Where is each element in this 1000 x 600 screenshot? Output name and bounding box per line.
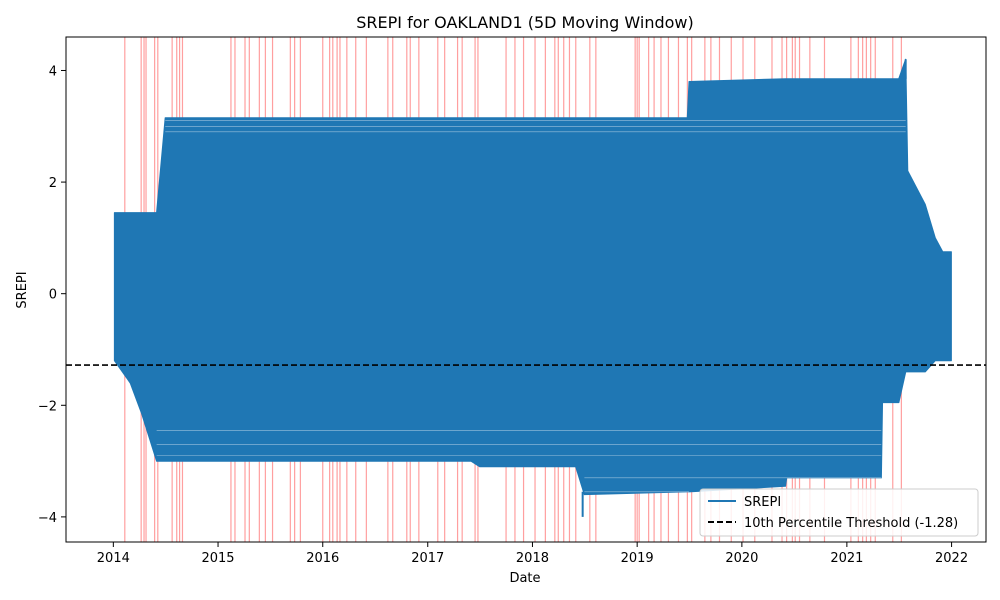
srepi-series-band xyxy=(113,58,952,496)
series-layer xyxy=(113,58,952,517)
x-tick-label: 2016 xyxy=(306,551,339,566)
x-tick-label: 2021 xyxy=(830,551,863,566)
x-tick-label: 2018 xyxy=(516,551,549,566)
legend-box xyxy=(699,488,979,537)
x-tick-label: 2022 xyxy=(935,551,968,566)
y-tick-label: 0 xyxy=(49,288,57,303)
x-axis: 2014 2015 2016 2017 2018 2019 2020 2021 2022 xyxy=(97,542,968,566)
x-axis-label: Date xyxy=(509,571,540,586)
legend: SREPI 10th Percentile Threshold (-1.28) xyxy=(699,488,979,537)
x-tick-label: 2015 xyxy=(201,551,234,566)
legend-label-srepi: SREPI xyxy=(744,495,781,510)
y-axis: −4 −2 0 2 4 xyxy=(38,64,66,526)
y-tick-label: 2 xyxy=(49,176,57,191)
legend-label-threshold: 10th Percentile Threshold (-1.28) xyxy=(744,516,958,531)
x-tick-label: 2020 xyxy=(725,551,758,566)
x-tick-label: 2017 xyxy=(411,551,444,566)
y-tick-label: 4 xyxy=(49,64,57,79)
chart-title: SREPI for OAKLAND1 (5D Moving Window) xyxy=(356,13,694,32)
y-axis-label: SREPI xyxy=(15,271,30,308)
x-tick-label: 2014 xyxy=(97,551,130,566)
plot-frame xyxy=(65,36,987,543)
y-tick-label: −4 xyxy=(38,511,57,526)
x-tick-label: 2019 xyxy=(621,551,654,566)
y-tick-label: −2 xyxy=(38,399,57,414)
